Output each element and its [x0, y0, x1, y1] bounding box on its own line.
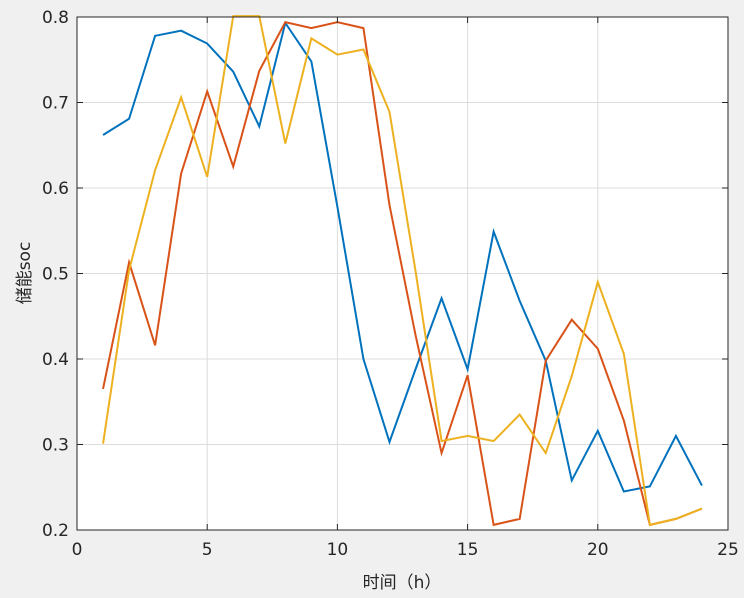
y-tick-label: 0.8: [42, 8, 69, 28]
x-tick-label: 20: [587, 540, 609, 560]
y-tick-label: 0.3: [42, 436, 69, 456]
grid-lines: [77, 17, 728, 530]
series-lines: [102, 15, 703, 527]
y-tick-label: 0.2: [42, 521, 69, 541]
tick-labels: 0 5 10 15 20 25 0.2 0.3 0.4 0.5 0.6 0.7 0.8: [42, 8, 739, 560]
y-tick-label: 0.5: [42, 265, 69, 285]
x-tick-label: 5: [202, 540, 213, 560]
axes: [76, 16, 729, 531]
y-tick-label: 0.7: [42, 94, 69, 114]
y-tick-label: 0.4: [42, 350, 69, 370]
series-line-2: [102, 20, 703, 527]
series-line-3: [102, 15, 703, 527]
x-tick-label: 10: [327, 540, 349, 560]
x-tick-label: 15: [457, 540, 479, 560]
x-tick-label: 0: [72, 540, 83, 560]
y-tick-label: 0.6: [42, 179, 69, 199]
x-axis-label: 时间（h）: [363, 573, 442, 593]
y-axis-label: 储能soc: [15, 242, 35, 305]
x-tick-label: 25: [717, 540, 739, 560]
series-line-1: [102, 20, 703, 493]
